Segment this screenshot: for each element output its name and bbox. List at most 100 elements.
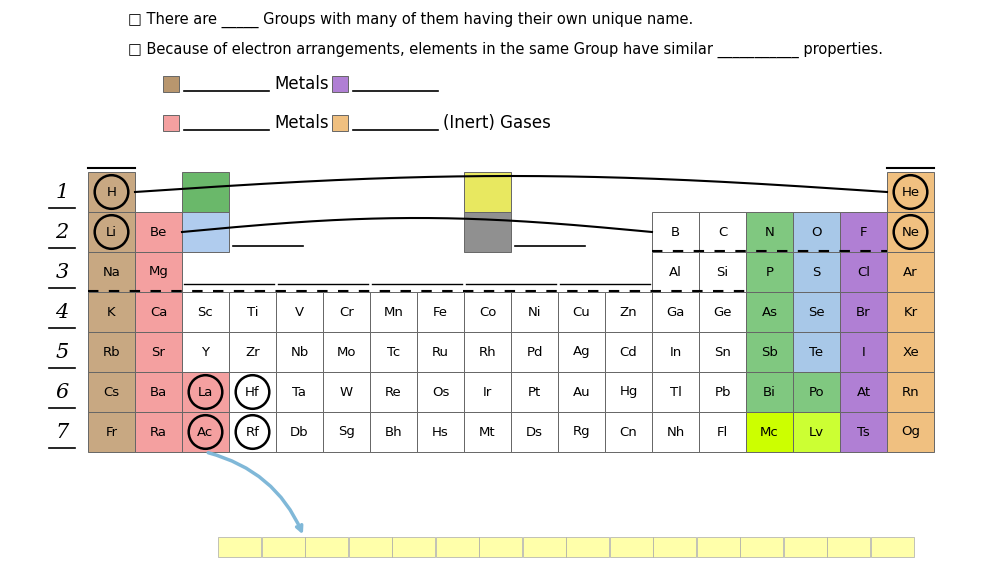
FancyBboxPatch shape <box>652 332 699 372</box>
FancyBboxPatch shape <box>135 332 182 372</box>
Text: At: At <box>856 386 871 398</box>
Text: Si: Si <box>716 265 729 279</box>
Text: Ta: Ta <box>292 386 306 398</box>
FancyBboxPatch shape <box>558 372 605 412</box>
FancyBboxPatch shape <box>370 292 417 332</box>
FancyBboxPatch shape <box>88 212 135 252</box>
FancyBboxPatch shape <box>511 372 558 412</box>
FancyBboxPatch shape <box>793 292 840 332</box>
FancyBboxPatch shape <box>558 332 605 372</box>
Text: 4: 4 <box>55 302 69 321</box>
Text: In: In <box>669 346 682 359</box>
FancyBboxPatch shape <box>653 537 696 557</box>
FancyBboxPatch shape <box>323 292 370 332</box>
Text: Ts: Ts <box>857 425 870 438</box>
Text: Cs: Cs <box>103 386 120 398</box>
FancyBboxPatch shape <box>887 252 934 292</box>
Text: Pb: Pb <box>714 386 731 398</box>
Text: Se: Se <box>808 306 825 319</box>
FancyBboxPatch shape <box>182 412 229 452</box>
FancyBboxPatch shape <box>229 292 276 332</box>
Text: N: N <box>765 225 774 238</box>
FancyBboxPatch shape <box>610 537 652 557</box>
FancyBboxPatch shape <box>88 412 135 452</box>
Text: Nb: Nb <box>290 346 309 359</box>
Text: Tc: Tc <box>387 346 400 359</box>
FancyBboxPatch shape <box>417 292 464 332</box>
Text: Br: Br <box>856 306 871 319</box>
FancyBboxPatch shape <box>793 372 840 412</box>
FancyBboxPatch shape <box>182 332 229 372</box>
Text: C: C <box>718 225 727 238</box>
FancyBboxPatch shape <box>840 372 887 412</box>
Text: Hf: Hf <box>245 386 260 398</box>
Text: Sn: Sn <box>714 346 731 359</box>
FancyBboxPatch shape <box>88 292 135 332</box>
FancyBboxPatch shape <box>605 412 652 452</box>
Text: Ne: Ne <box>902 225 920 238</box>
FancyBboxPatch shape <box>652 372 699 412</box>
Text: K: K <box>107 306 116 319</box>
FancyBboxPatch shape <box>793 332 840 372</box>
Text: Mc: Mc <box>760 425 779 438</box>
FancyBboxPatch shape <box>182 212 229 252</box>
Text: Rn: Rn <box>902 386 919 398</box>
FancyBboxPatch shape <box>827 537 870 557</box>
FancyBboxPatch shape <box>182 372 229 412</box>
Text: Sb: Sb <box>761 346 778 359</box>
Text: Kr: Kr <box>903 306 918 319</box>
FancyBboxPatch shape <box>840 212 887 252</box>
FancyBboxPatch shape <box>887 332 934 372</box>
Text: Fr: Fr <box>106 425 118 438</box>
Text: 2: 2 <box>55 223 69 242</box>
FancyBboxPatch shape <box>464 372 511 412</box>
FancyBboxPatch shape <box>88 172 135 212</box>
Text: Ds: Ds <box>526 425 543 438</box>
Text: Tl: Tl <box>670 386 681 398</box>
FancyBboxPatch shape <box>323 412 370 452</box>
Text: Be: Be <box>150 225 167 238</box>
Text: I: I <box>862 346 865 359</box>
Text: V: V <box>295 306 304 319</box>
Text: Rb: Rb <box>103 346 120 359</box>
Text: Os: Os <box>432 386 449 398</box>
FancyBboxPatch shape <box>605 372 652 412</box>
FancyBboxPatch shape <box>464 412 511 452</box>
Text: Y: Y <box>202 346 210 359</box>
FancyBboxPatch shape <box>652 252 699 292</box>
FancyBboxPatch shape <box>276 292 323 332</box>
FancyBboxPatch shape <box>135 372 182 412</box>
FancyBboxPatch shape <box>464 172 511 212</box>
Text: Rf: Rf <box>246 425 259 438</box>
FancyBboxPatch shape <box>887 212 934 252</box>
FancyBboxPatch shape <box>793 252 840 292</box>
Text: 5: 5 <box>55 342 69 361</box>
Text: Rh: Rh <box>479 346 496 359</box>
Text: Ca: Ca <box>150 306 167 319</box>
Text: 1: 1 <box>55 183 69 202</box>
FancyBboxPatch shape <box>696 537 740 557</box>
Text: Li: Li <box>106 225 117 238</box>
Text: Bh: Bh <box>385 425 402 438</box>
FancyBboxPatch shape <box>349 537 392 557</box>
FancyBboxPatch shape <box>558 292 605 332</box>
Text: H: H <box>107 185 116 198</box>
Text: Lv: Lv <box>809 425 824 438</box>
Text: Co: Co <box>479 306 496 319</box>
FancyBboxPatch shape <box>182 292 229 332</box>
FancyBboxPatch shape <box>652 292 699 332</box>
FancyBboxPatch shape <box>276 372 323 412</box>
Text: Cl: Cl <box>857 265 870 279</box>
Text: Ac: Ac <box>197 425 214 438</box>
FancyBboxPatch shape <box>605 292 652 332</box>
FancyBboxPatch shape <box>699 212 746 252</box>
Text: Ra: Ra <box>150 425 167 438</box>
Text: Ba: Ba <box>150 386 167 398</box>
FancyBboxPatch shape <box>323 332 370 372</box>
Text: F: F <box>860 225 867 238</box>
FancyBboxPatch shape <box>887 172 934 212</box>
Text: Fl: Fl <box>717 425 728 438</box>
Text: Fe: Fe <box>433 306 448 319</box>
Text: Hs: Hs <box>432 425 449 438</box>
FancyBboxPatch shape <box>417 412 464 452</box>
